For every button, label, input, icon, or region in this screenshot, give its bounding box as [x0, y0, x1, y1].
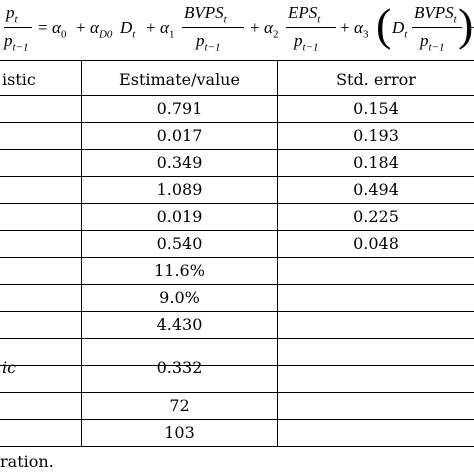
stderr-cell: [278, 354, 474, 381]
estimate-cell: 0.540: [156, 234, 203, 253]
lhs-denominator: pt−1: [4, 31, 29, 54]
stderr-cell: 0.048: [353, 234, 399, 253]
row-label: ic: [2, 358, 17, 377]
fraction-bar: [286, 27, 336, 28]
fraction-bar: [412, 27, 462, 28]
alpha-1: α1: [160, 18, 175, 41]
header-statistic: istic: [2, 70, 36, 89]
eps-numerator: EPSt: [288, 3, 321, 26]
estimate-cell: 1.089: [156, 180, 203, 199]
estimate-cell: 0.349: [156, 153, 203, 172]
column-divider: [81, 60, 82, 446]
fraction-bar: [182, 27, 244, 28]
estimate-cell: 103: [164, 423, 195, 442]
row-rule: [0, 122, 474, 123]
stderr-cell: [278, 311, 474, 338]
estimate-cell: 9.0%: [159, 288, 200, 307]
lhs-numerator: pt: [6, 3, 18, 26]
trailing-operator: −: [469, 18, 474, 37]
stderr-cell: [278, 257, 474, 284]
row-rule: [0, 365, 474, 366]
row-rule: [0, 230, 474, 231]
regression-equation: pt pt−1 = α0 + αD0 Dt + α1 BVPSt pt−1 + …: [0, 0, 474, 60]
table-bottom-rule: [0, 446, 474, 447]
table-top-rule: [0, 60, 474, 61]
stderr-cell: [278, 419, 474, 446]
estimate-cell: 72: [169, 396, 190, 415]
row-rule: [0, 284, 474, 285]
stderr-cell: 0.184: [353, 153, 399, 172]
plus-sign: +: [146, 18, 156, 37]
equals-sign: =: [38, 18, 48, 37]
table-footnote: ration.: [0, 452, 54, 471]
estimate-cell: 11.6%: [154, 261, 205, 280]
lhs-fraction-bar: [4, 27, 32, 28]
stderr-cell: 0.225: [353, 207, 399, 226]
estimate-cell: 0.791: [156, 99, 203, 118]
header-std-error: Std. error: [336, 70, 416, 89]
header-rule: [0, 95, 474, 96]
stderr-cell: [278, 392, 474, 419]
row-rule: [0, 311, 474, 312]
stderr-cell: [278, 284, 474, 311]
plus-sign: +: [340, 18, 350, 37]
bvps-denominator: pt−1: [420, 31, 445, 54]
estimate-cell: 0.332: [156, 358, 203, 377]
dummy-d-t: Dt: [120, 18, 136, 41]
bvps-denominator: pt−1: [196, 31, 221, 54]
row-rule: [0, 392, 474, 393]
paren-close: ): [458, 0, 474, 50]
stderr-cell: 0.193: [353, 126, 399, 145]
alpha-d0: αD0: [90, 18, 113, 41]
dummy-d-t: Dt: [392, 18, 408, 41]
estimate-cell: 0.019: [156, 207, 203, 226]
alpha-3: α3: [354, 18, 369, 41]
alpha-0: α0: [52, 18, 67, 41]
bvps-numerator: BVPSt: [184, 3, 227, 26]
plus-sign: +: [76, 18, 86, 37]
plus-sign: +: [250, 18, 260, 37]
row-rule: [0, 419, 474, 420]
bvps-numerator: BVPSt: [414, 3, 457, 26]
eps-denominator: pt−1: [294, 31, 319, 54]
estimate-cell: 0.017: [156, 126, 203, 145]
paren-open: (: [376, 0, 392, 50]
row-rule: [0, 338, 474, 339]
row-rule: [0, 149, 474, 150]
row-rule: [0, 203, 474, 204]
header-estimate: Estimate/value: [119, 70, 240, 89]
row-rule: [0, 176, 474, 177]
estimate-cell: 4.430: [156, 315, 203, 334]
stderr-cell: 0.154: [353, 99, 399, 118]
stderr-cell: 0.494: [353, 180, 399, 199]
column-divider: [277, 60, 278, 446]
row-rule: [0, 257, 474, 258]
alpha-2: α2: [264, 18, 279, 41]
